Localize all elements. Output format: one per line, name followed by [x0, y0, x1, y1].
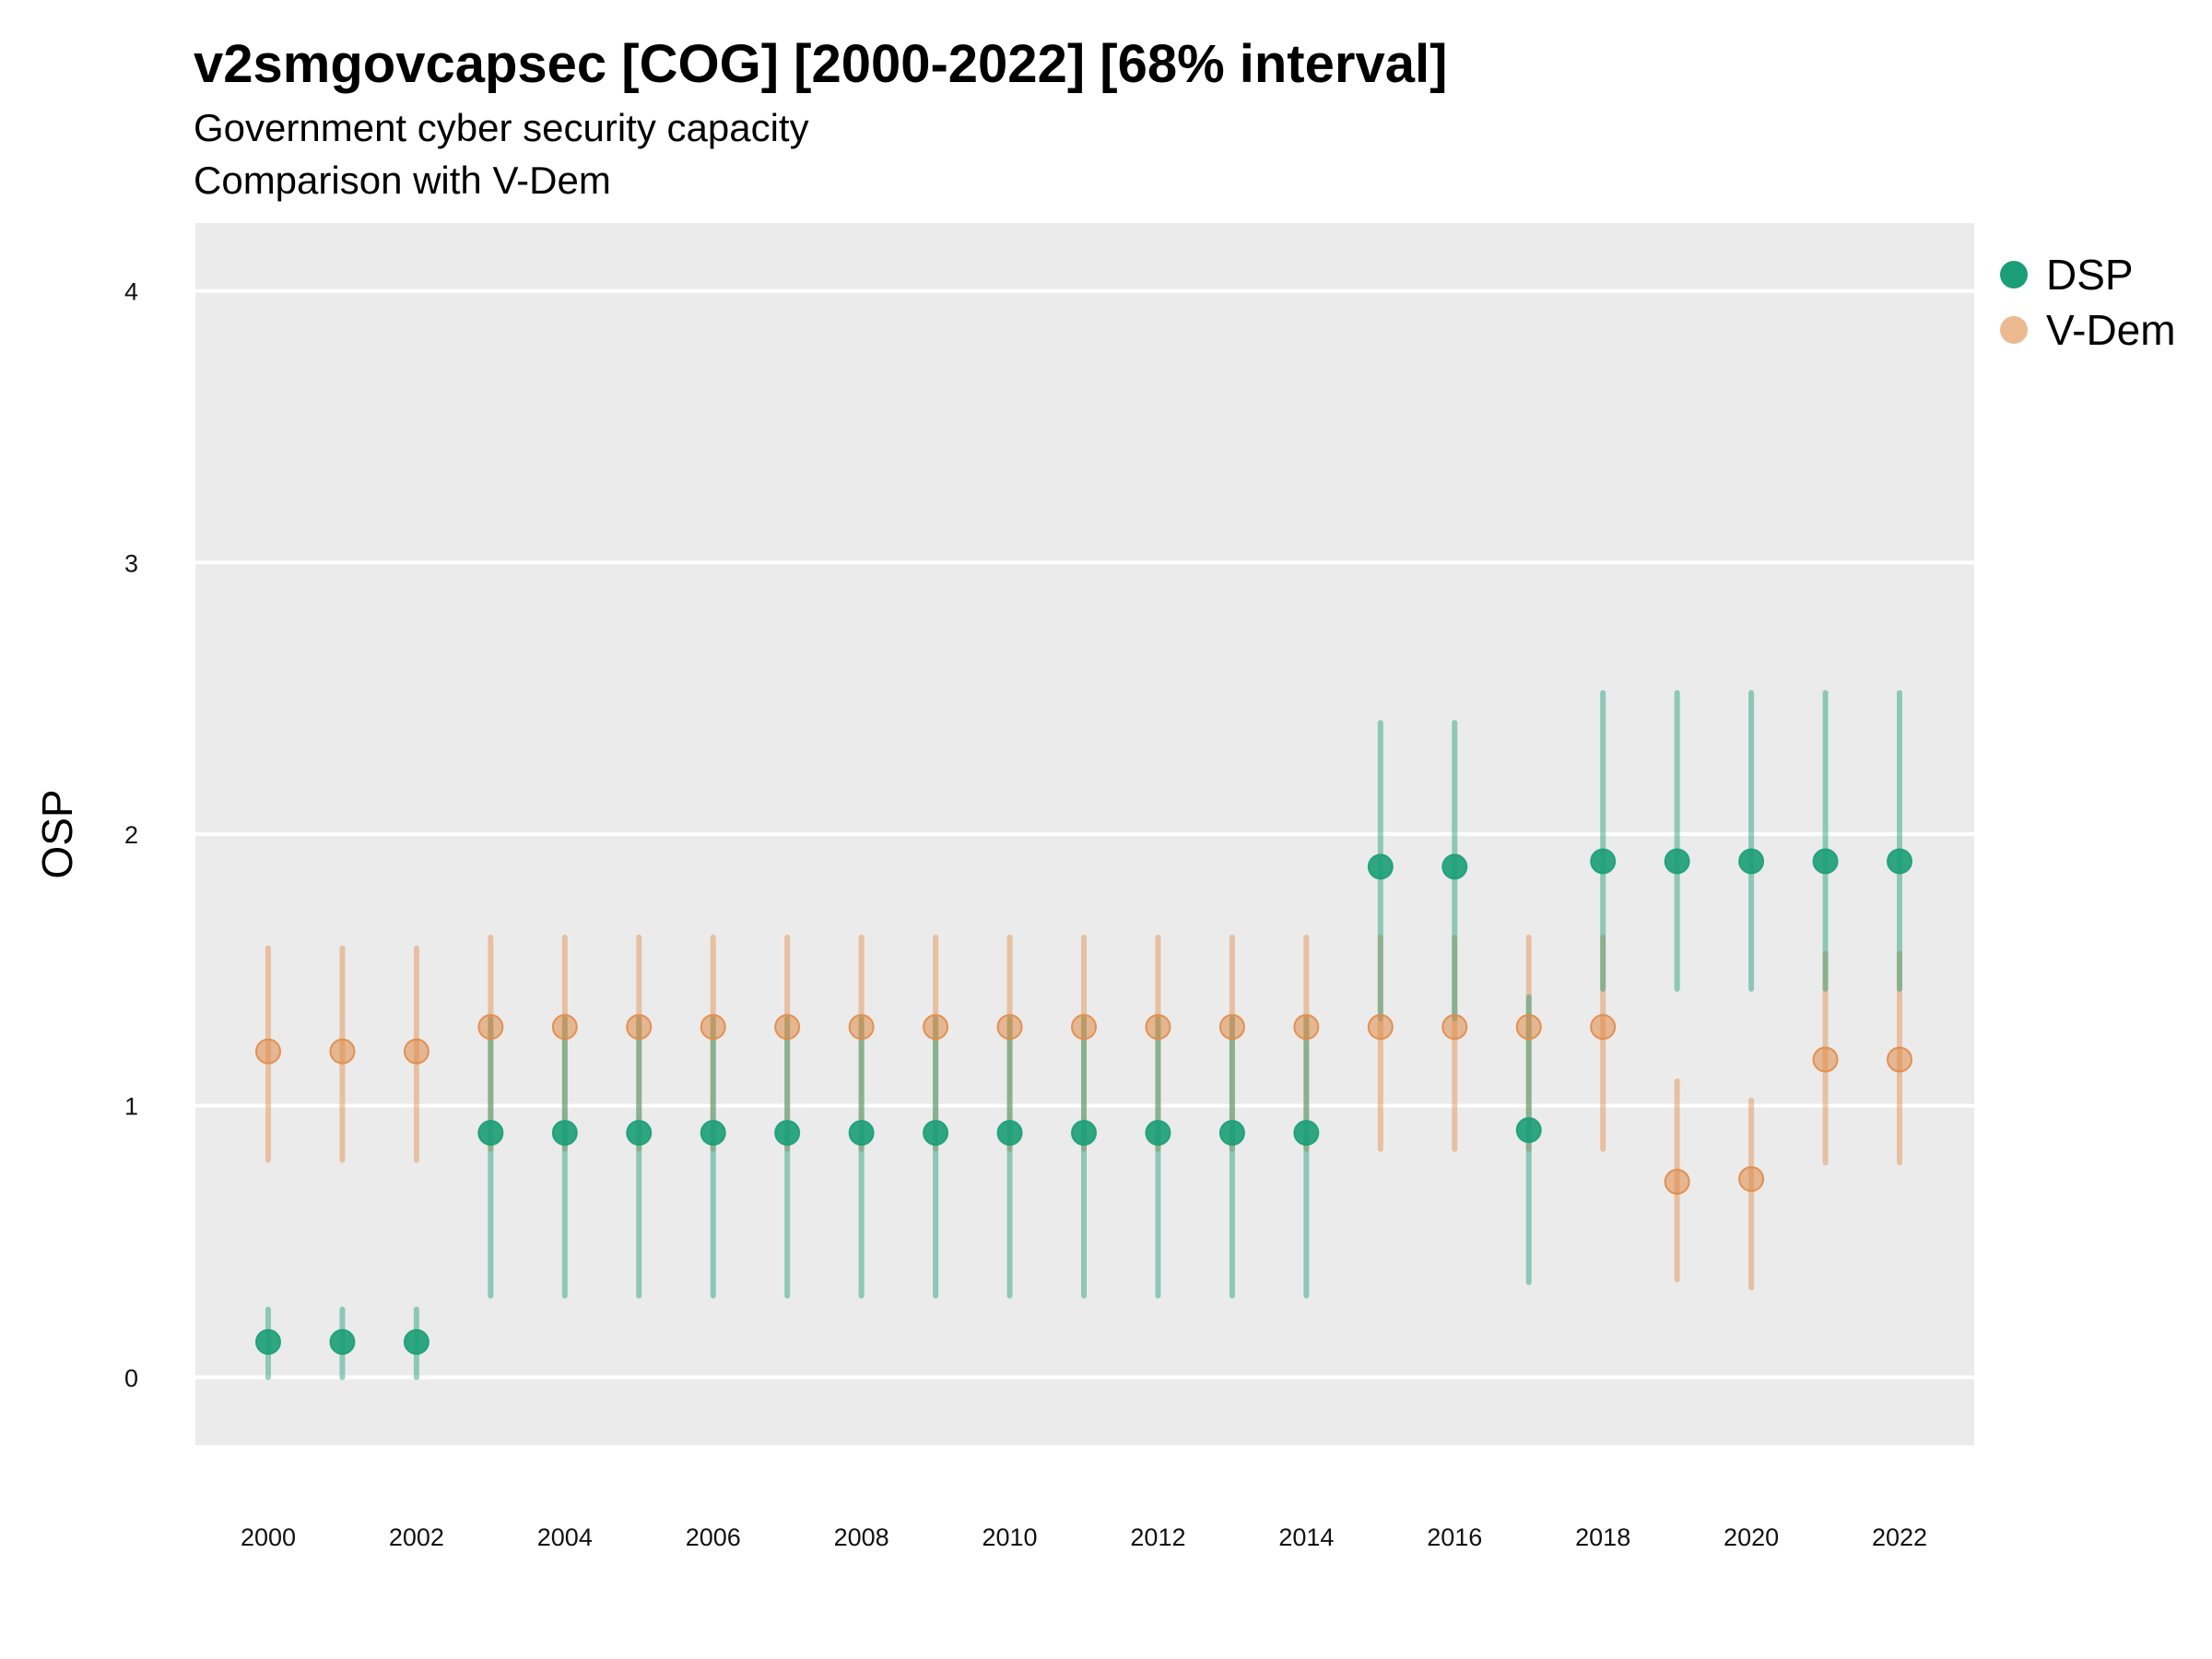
- point-dsp: [403, 1329, 429, 1356]
- point-vdem: [255, 1038, 281, 1065]
- point-vdem: [996, 1014, 1023, 1041]
- point-vdem: [1071, 1014, 1097, 1041]
- point-dsp: [923, 1120, 949, 1147]
- x-tick-label: 2020: [1724, 1524, 1779, 1551]
- point-vdem: [1218, 1014, 1245, 1041]
- point-vdem: [1367, 1014, 1394, 1041]
- point-dsp: [1441, 853, 1468, 880]
- point-vdem: [1293, 1014, 1320, 1041]
- point-dsp: [551, 1120, 578, 1147]
- point-dsp: [626, 1120, 653, 1147]
- legend-swatch-vdem: [2000, 316, 2028, 344]
- grid-lines: [195, 288, 1974, 1380]
- y-axis-label: OSP: [33, 789, 81, 878]
- point-dsp: [255, 1329, 281, 1356]
- point-dsp: [1887, 848, 1912, 875]
- point-dsp: [1367, 853, 1394, 880]
- point-vdem: [551, 1014, 578, 1041]
- point-dsp: [1590, 848, 1617, 875]
- x-tick-label: 2004: [537, 1524, 593, 1551]
- x-tick-label: 2006: [686, 1524, 741, 1551]
- x-tick-label: 2014: [1278, 1524, 1334, 1551]
- y-axis: 0 1 2 3 4: [124, 278, 138, 1393]
- point-vdem: [1738, 1166, 1765, 1193]
- point-dsp: [700, 1120, 726, 1147]
- data-points: [255, 848, 1912, 1356]
- point-dsp: [774, 1120, 801, 1147]
- point-vdem: [774, 1014, 801, 1041]
- point-dsp: [1738, 848, 1765, 875]
- y-tick-label: 0: [124, 1364, 138, 1392]
- x-tick-label: 2012: [1130, 1524, 1185, 1551]
- point-vdem: [1590, 1014, 1617, 1041]
- legend-label-dsp: DSP: [2046, 251, 2134, 299]
- x-tick-label: 2022: [1872, 1524, 1927, 1551]
- point-vdem: [1887, 1046, 1912, 1073]
- x-tick-label: 2008: [834, 1524, 889, 1551]
- y-tick-label: 3: [124, 549, 138, 577]
- point-vdem: [1441, 1014, 1468, 1041]
- legend: DSP V-Dem: [2000, 247, 2176, 358]
- point-dsp: [1515, 1117, 1542, 1144]
- point-vdem: [848, 1014, 875, 1041]
- point-vdem: [1664, 1169, 1690, 1195]
- point-vdem: [1145, 1014, 1171, 1041]
- point-dsp: [1293, 1120, 1320, 1147]
- point-vdem: [477, 1014, 504, 1041]
- point-dsp: [477, 1120, 504, 1147]
- point-vdem: [1812, 1046, 1839, 1073]
- point-dsp: [1664, 848, 1690, 875]
- chart-caption: Comparison with V-Dem: [194, 159, 611, 202]
- x-tick-label: 2018: [1575, 1524, 1630, 1551]
- point-vdem: [700, 1014, 726, 1041]
- chart-title: v2smgovcapsec [COG] [2000-2022] [68% int…: [194, 34, 1448, 94]
- point-dsp: [848, 1120, 875, 1147]
- point-dsp: [1071, 1120, 1097, 1147]
- point-vdem: [403, 1038, 429, 1065]
- x-tick-label: 2002: [389, 1524, 444, 1551]
- legend-label-vdem: V-Dem: [2046, 306, 2176, 354]
- point-vdem: [329, 1038, 356, 1065]
- x-axis: 2000 2002 2004 2006 2008 2010 2012 2014 2016 2018…: [241, 1524, 1927, 1551]
- y-tick-label: 1: [124, 1093, 138, 1121]
- legend-item-dsp: DSP: [2000, 247, 2176, 302]
- chart-subtitle: Government cyber security capacity: [194, 106, 809, 149]
- point-dsp: [329, 1329, 356, 1356]
- x-tick-label: 2010: [982, 1524, 1038, 1551]
- legend-item-vdem: V-Dem: [2000, 302, 2176, 358]
- x-tick-label: 2000: [241, 1524, 296, 1551]
- point-dsp: [1218, 1120, 1245, 1147]
- y-tick-label: 4: [124, 278, 138, 306]
- point-vdem: [1515, 1014, 1542, 1041]
- point-dsp: [1145, 1120, 1171, 1147]
- point-dsp: [1812, 848, 1839, 875]
- point-vdem: [923, 1014, 949, 1041]
- point-dsp: [996, 1120, 1023, 1147]
- legend-swatch-dsp: [2000, 261, 2028, 288]
- y-tick-label: 2: [124, 821, 138, 849]
- x-tick-label: 2016: [1427, 1524, 1482, 1551]
- point-vdem: [626, 1014, 653, 1041]
